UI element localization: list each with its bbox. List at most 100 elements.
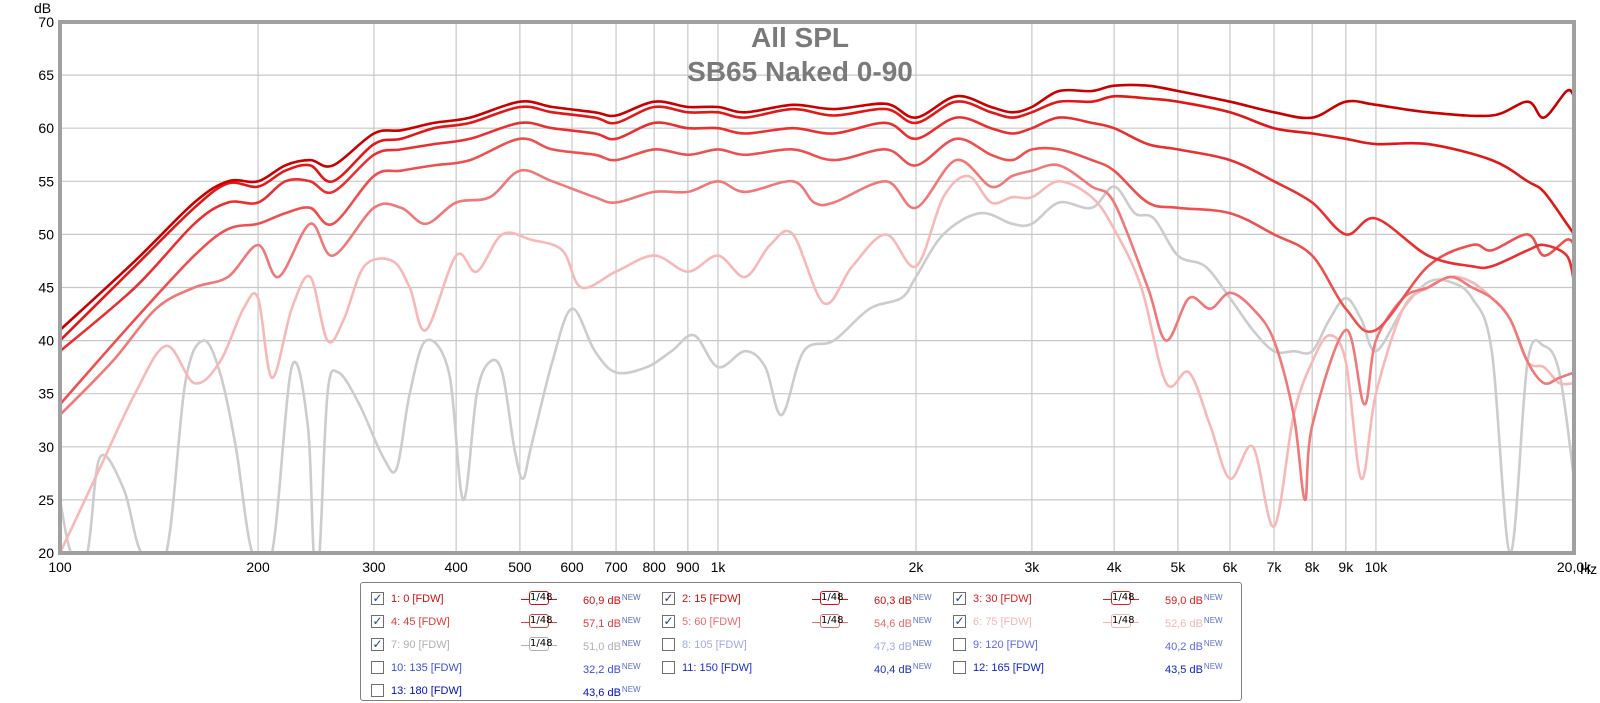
new-badge: NEW [621, 639, 641, 648]
x-tick-label: 3k [1024, 559, 1040, 575]
x-tick-label: 20,0k [1557, 559, 1592, 575]
legend-label: 4: 45 [FDW] [391, 616, 450, 628]
legend-item: 11: 150 [FDW] 40,4 dBNEW [660, 658, 950, 680]
legend-item: ✓ 2: 15 [FDW] 1/48 60,3 dBNEW [660, 589, 950, 611]
x-tick-label: 500 [508, 559, 532, 575]
smoothing-label: 1/48 [529, 637, 553, 651]
chart-grid [59, 21, 1575, 554]
x-tick-label: 5k [1170, 559, 1186, 575]
smoothing-label: 1/48 [1111, 614, 1135, 628]
smoothing-label: 1/48 [1111, 591, 1135, 605]
legend-value: 59,0 dBNEW [1165, 593, 1223, 607]
legend-label: 2: 15 [FDW] [682, 593, 741, 605]
level-value: 52,6 dB [1165, 618, 1203, 630]
y-tick-label: 60 [38, 120, 54, 136]
level-value: 43,6 dB [583, 687, 621, 699]
legend-label: 10: 135 [FDW] [391, 662, 462, 674]
series-checkbox[interactable]: ✓ [371, 591, 384, 605]
series-checkbox[interactable] [953, 638, 966, 651]
legend-item: ✓ 4: 45 [FDW] 1/48 57,1 dBNEW [369, 612, 659, 634]
legend-item: ✓ 5: 60 [FDW] 1/48 54,6 dBNEW [660, 612, 950, 634]
legend-item: ✓ 1: 0 [FDW] 1/48 60,9 dBNEW [369, 589, 659, 611]
series-checkbox[interactable]: ✓ [953, 614, 966, 628]
legend-row: ✓ 4: 45 [FDW] 1/48 57,1 dBNEW ✓ 5: 60 [FDW] 1/… [369, 612, 1239, 634]
series-line [60, 94, 1574, 342]
legend-value: 43,5 dBNEW [1165, 662, 1223, 676]
x-tick-label: 400 [444, 559, 468, 575]
y-tick-label: 65 [38, 67, 54, 83]
series-checkbox[interactable] [371, 661, 384, 674]
level-value: 60,3 dB [874, 595, 912, 607]
y-tick-label: 50 [38, 226, 54, 242]
new-badge: NEW [621, 593, 641, 602]
legend-item: ✓ 6: 75 [FDW] 1/48 52,6 dBNEW [951, 612, 1241, 634]
x-axis-label: Hz [1580, 561, 1597, 577]
legend-label: 9: 120 [FDW] [973, 639, 1038, 651]
legend-item: 9: 120 [FDW] 40,2 dBNEW [951, 635, 1241, 657]
legend-value: 60,9 dBNEW [583, 593, 641, 607]
legend-panel: ✓ 1: 0 [FDW] 1/48 60,9 dBNEW ✓ 2: 15 [FDW] 1/4… [360, 582, 1242, 701]
legend-label: 1: 0 [FDW] [391, 593, 444, 605]
series-checkbox[interactable] [662, 661, 675, 674]
legend-label: 5: 60 [FDW] [682, 616, 741, 628]
series-checkbox[interactable]: ✓ [662, 614, 675, 628]
series-checkbox[interactable] [371, 684, 384, 697]
legend-label: 8: 105 [FDW] [682, 639, 747, 651]
level-value: 51,0 dB [583, 641, 621, 653]
series-checkbox[interactable]: ✓ [371, 637, 384, 651]
series-line [60, 137, 1574, 406]
legend-item: 10: 135 [FDW] 32,2 dBNEW [369, 658, 659, 680]
smoothing-label: 1/48 [820, 591, 844, 605]
x-tick-label: 2k [909, 559, 925, 575]
new-badge: NEW [1203, 639, 1223, 648]
level-value: 60,9 dB [583, 595, 621, 607]
series-checkbox[interactable]: ✓ [953, 591, 966, 605]
legend-item: 12: 165 [FDW] 43,5 dBNEW [951, 658, 1241, 680]
legend-value: 51,0 dBNEW [583, 639, 641, 653]
level-value: 54,6 dB [874, 618, 912, 630]
x-tick-label: 10k [1365, 559, 1389, 575]
legend-row: 10: 135 [FDW] 32,2 dBNEW 11: 150 [FDW] 40,4… [369, 658, 1239, 680]
legend-row: 13: 180 [FDW] 43,6 dBNEW [369, 681, 1239, 703]
axis-ticks: 20 25 30 35 40 45 50 55 60 65 70 100 200 300 400 500 600… [38, 14, 1592, 575]
y-tick-label: 55 [38, 173, 54, 189]
legend-value: 43,6 dBNEW [583, 685, 641, 699]
new-badge: NEW [912, 616, 932, 625]
x-tick-label: 1k [711, 559, 727, 575]
series-checkbox[interactable] [662, 638, 675, 651]
legend-value: 32,2 dBNEW [583, 662, 641, 676]
level-value: 59,0 dB [1165, 595, 1203, 607]
smoothing-label: 1/48 [529, 614, 553, 628]
legend-item: 8: 105 [FDW] 47,3 dBNEW [660, 635, 950, 657]
series-checkbox[interactable] [953, 661, 966, 674]
legend-row: ✓ 1: 0 [FDW] 1/48 60,9 dBNEW ✓ 2: 15 [FDW] 1/4… [369, 589, 1239, 611]
legend-label: 7: 90 [FDW] [391, 639, 450, 651]
level-value: 47,3 dB [874, 641, 912, 653]
chart-subtitle: SB65 Naked 0-90 [687, 56, 913, 87]
legend-item: ✓ 3: 30 [FDW] 1/48 59,0 dBNEW [951, 589, 1241, 611]
new-badge: NEW [1203, 662, 1223, 671]
series-checkbox[interactable]: ✓ [371, 614, 384, 628]
chart-series [60, 83, 1574, 553]
legend-value: 52,6 dBNEW [1165, 616, 1223, 630]
legend-value: 57,1 dBNEW [583, 616, 641, 630]
plot-frame [58, 20, 1576, 555]
x-tick-label: 7k [1267, 559, 1283, 575]
new-badge: NEW [621, 685, 641, 694]
legend-value: 54,6 dBNEW [874, 616, 932, 630]
spl-chart: dB Hz 20 25 30 35 40 45 50 55 60 65 70 100 200 300 400… [34, 0, 1597, 577]
series-line [60, 116, 1574, 353]
new-badge: NEW [621, 616, 641, 625]
level-value: 57,1 dB [583, 618, 621, 630]
new-badge: NEW [1203, 593, 1223, 602]
x-tick-label: 8k [1305, 559, 1321, 575]
series-line [60, 185, 1574, 553]
legend-value: 40,2 dBNEW [1165, 639, 1223, 653]
legend-row: ✓ 7: 90 [FDW] 1/48 51,0 dBNEW 8: 105 [FDW] 47… [369, 635, 1239, 657]
x-tick-label: 700 [604, 559, 628, 575]
new-badge: NEW [912, 639, 932, 648]
legend-item: ✓ 7: 90 [FDW] 1/48 51,0 dBNEW [369, 635, 659, 657]
series-checkbox[interactable]: ✓ [662, 591, 675, 605]
y-tick-label: 40 [38, 333, 54, 349]
y-tick-label: 25 [38, 492, 54, 508]
